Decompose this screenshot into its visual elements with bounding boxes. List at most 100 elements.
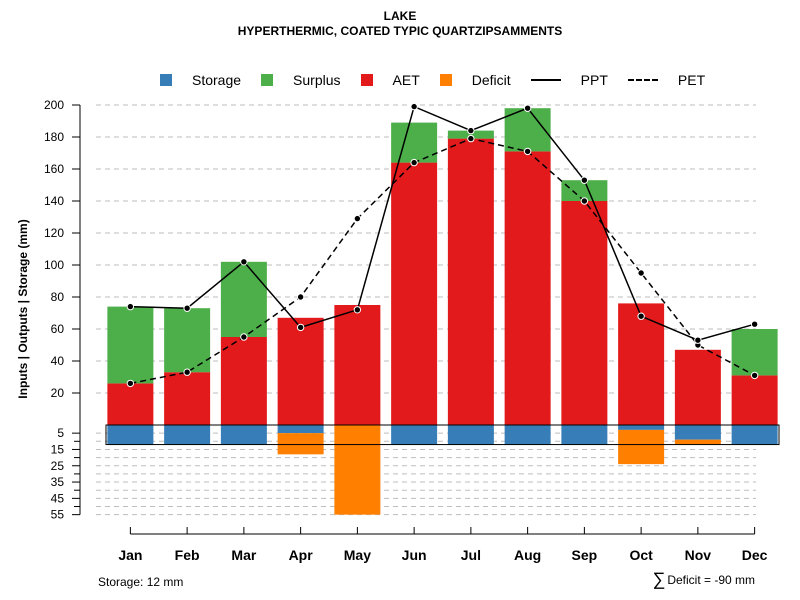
x-tick-label: Dec [742,547,768,563]
storage-bar [561,425,608,445]
aet-bar [391,162,438,425]
legend-aet-swatch [360,74,373,86]
storage-bar [277,425,324,434]
y-tick-label: 40 [51,354,65,368]
aet-bar [107,383,154,425]
x-tick-label: Apr [289,547,314,563]
surplus-bar [731,329,778,376]
ppt-point [353,306,362,314]
deficit-bar [334,425,381,515]
storage-bar [164,425,211,445]
ppt-point [637,312,645,320]
y-tick-label: 180 [44,130,64,144]
x-tick-label: Nov [685,547,712,563]
legend-pet: PET [627,72,725,88]
ppt-line [130,105,755,341]
ppt-point [183,304,191,312]
aet-bar [334,305,381,425]
y-tick-label: 100 [44,258,64,272]
y-tick-label: 160 [44,162,64,176]
pet-point [183,368,191,376]
aet-bar [731,375,778,425]
x-tick-label: Aug [514,547,541,563]
aet-bar [164,372,211,425]
surplus-bar [107,306,154,384]
x-tick-label: Jul [461,547,481,563]
aet-bar [504,151,551,425]
deficit-total: Deficit = -90 mm [667,572,755,587]
y-tick-label: 5 [57,426,64,440]
storage-bar [618,425,665,430]
storage-bar [674,425,721,440]
x-tick-label: Sep [572,547,598,563]
x-tick-label: Mar [231,547,256,563]
y-tick-label: 200 [44,98,64,112]
x-tick-label: Oct [629,547,653,563]
y-tick-label: 55 [51,508,65,522]
deficit-bar [674,439,721,445]
y-axis-label: Inputs | Outputs | Storage (mm) [16,219,30,398]
deficit-bar [618,429,665,465]
legend-deficit-swatch [439,74,452,86]
ppt-point [126,302,135,311]
sigma-symbol: ∑ [652,569,666,589]
legend-aet: AET [360,72,440,88]
pet-point [750,371,759,380]
ppt-point [296,323,305,332]
storage-bar [107,425,154,445]
y-tick-label: 140 [44,194,64,208]
legend-ppt-line [530,79,561,81]
x-tick-label: May [344,547,371,563]
y-tick-label: 60 [51,322,65,336]
y-tick-label: 15 [51,442,65,456]
pet-point [523,147,532,156]
pet-point [296,293,305,301]
pet-point [353,214,362,223]
y-tick-label: 80 [51,290,65,304]
aet-bar [220,337,267,425]
aet-bar [561,201,608,425]
storage-bar [731,425,778,445]
deficit-bar [277,433,324,455]
surplus-bar [391,122,438,163]
storage-footnote: Storage: 12 mm [98,575,184,589]
deficit-footnote: ∑ Deficit = -90 mm [652,569,755,590]
legend-ppt-label: PPT [580,72,608,88]
y-tick-label: 35 [51,475,65,489]
ppt-point [240,258,248,266]
ppt-point [694,336,702,344]
pet-point [126,379,135,388]
chart-subtitle: HYPERTHERMIC, COATED TYPIC QUARTZIPSAMME… [237,24,563,38]
surplus-bar [504,108,551,152]
y-tick-label: 20 [51,386,65,400]
legend-surplus-label: Surplus [293,72,341,88]
legend-deficit: Deficit [439,72,531,88]
y-tick-label: 120 [44,226,64,240]
storage-bar [391,425,438,445]
chart-title: LAKE [383,9,417,23]
storage-bar [220,425,267,445]
x-tick-label: Feb [175,547,200,563]
pet-point [637,269,645,277]
pet-point [580,197,589,205]
legend-storage-swatch [160,74,172,86]
legend-ppt: PPT [530,72,628,88]
pet-point [240,333,248,341]
x-tick-label: Jan [118,547,142,563]
legend-pet-label: PET [677,72,706,88]
aet-bar [447,138,494,425]
ppt-point [523,104,532,112]
y-tick-label: 45 [51,491,65,505]
aet-bar [277,317,324,425]
surplus-bar [164,308,211,373]
pet-point [410,158,418,167]
aet-bar [674,349,721,425]
legend-storage-label: Storage [192,72,242,88]
surplus-bar [447,130,494,139]
legend: Storage Surplus AET Deficit PPT PET [160,70,725,90]
legend-storage: Storage [160,72,261,88]
aet-bar [618,303,665,425]
pet-point [467,134,475,143]
surplus-bar [561,180,608,201]
